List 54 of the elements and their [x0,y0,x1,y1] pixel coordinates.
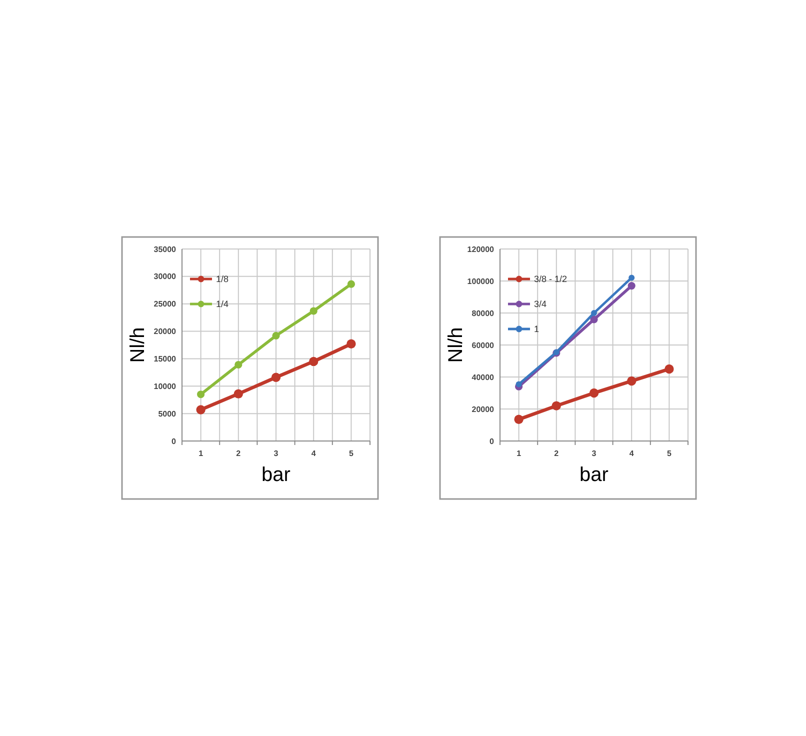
point [346,339,356,349]
y-tick-label: 40000 [472,372,495,382]
x-tick-label: 2 [236,449,242,458]
y-tick-label: 60000 [472,340,495,350]
point [310,307,318,315]
point [628,282,636,290]
point [514,414,524,424]
y-tick-label: 20000 [472,404,495,414]
point [591,310,597,316]
y-tick-label: 30000 [154,272,177,282]
point [234,360,242,369]
point [628,274,635,281]
point [627,376,636,386]
point [516,381,522,388]
y-axis-title: Nl/h [127,327,149,363]
point [309,356,318,366]
x-axis-title: bar [580,464,609,486]
x-tick-label: 4 [311,449,316,458]
x-tick-label: 1 [198,449,204,458]
y-tick-label: 25000 [154,300,177,309]
y-tick-label: 10000 [154,382,177,391]
y-tick-label: 80000 [472,308,495,318]
x-tick-label: 5 [666,449,672,458]
x-tick-label: 2 [554,449,560,458]
y-tick-label: 0 [172,436,177,446]
y-axis-title: Nl/h [445,327,467,363]
x-tick-label: 4 [629,449,634,458]
legend-label: 3/4 [534,299,547,310]
point [271,372,281,382]
point [197,390,205,398]
point [552,401,561,410]
point [196,405,206,414]
point [664,364,674,374]
x-axis-title: bar [262,464,291,486]
legend-label: 1/4 [216,299,229,310]
x-tick-label: 1 [516,449,522,458]
point [347,280,355,288]
x-tick-label: 3 [592,449,597,458]
legend-label: 1 [534,324,540,334]
y-tick-label: 100000 [467,276,495,286]
y-tick-label: 120000 [467,244,495,254]
x-tick-label: 3 [274,449,279,458]
x-tick-label: 5 [348,449,354,458]
y-tick-label: 15000 [154,354,177,364]
point [589,388,599,398]
y-tick-label: 0 [490,436,495,446]
legend-label: 1/8 [216,274,229,284]
y-tick-label: 20000 [154,327,177,336]
y-tick-label: 5000 [158,409,177,418]
point [234,389,243,398]
point [272,332,280,340]
y-tick-label: 35000 [154,244,177,254]
legend-label: 3/8 - 1/2 [534,274,568,284]
point [590,316,598,324]
